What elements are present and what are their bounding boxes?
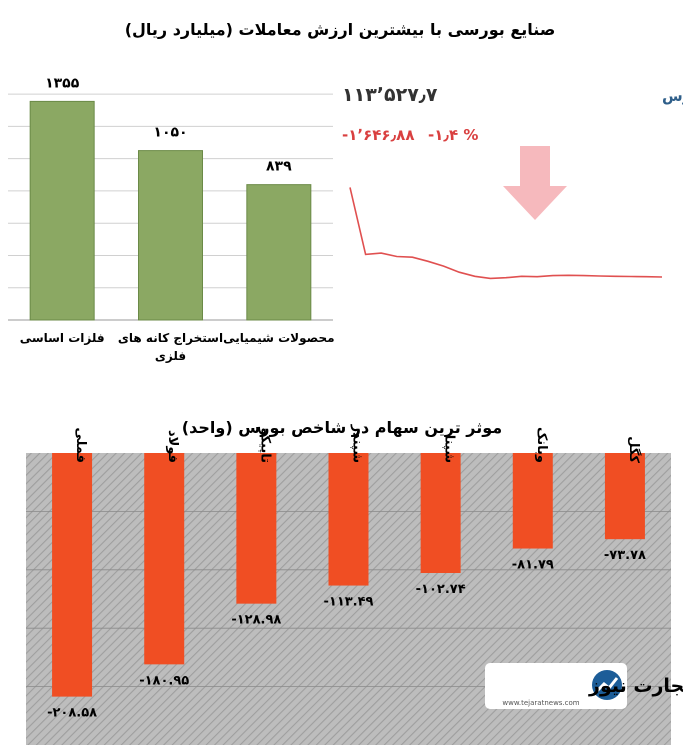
chart3-value-label: -۱۱۳.۴۹	[323, 595, 373, 610]
logo-name: تجارت نیوز	[588, 675, 683, 697]
chart1-value-label: ۸۳۹	[266, 159, 292, 175]
chart3-category-label: فولاد	[165, 430, 180, 463]
chart3-value-label: -۱۰۲.۷۴	[416, 582, 466, 597]
chart1-bar	[246, 184, 312, 321]
index-line	[349, 187, 663, 280]
chart3-category-label: شپنا	[442, 435, 457, 463]
chart3-bar	[236, 453, 277, 604]
index-title: کل بورس	[662, 87, 683, 105]
chart1-category-label: فلزی	[155, 349, 186, 363]
logo-url: www.tejaratnews.com	[502, 699, 579, 707]
chart1-bar	[138, 150, 203, 321]
chart3-category-label: وبانک	[534, 427, 549, 463]
chart1-category-label: استخراج کانه های	[118, 331, 223, 345]
chart1-value-label: ۱۳۵۵	[45, 75, 80, 91]
index-change-percent: -۱٫۴ %	[428, 126, 478, 144]
chart3-value-label: -۷۳.۷۸	[604, 548, 646, 563]
tejarat-news-logo: تجارت نیوز www.tejaratnews.com	[485, 663, 683, 709]
chart3-bars: فملی -۲۰۸.۵۸ فولاد -۱۸۰.۹۵ تاپیکو -۱۲۸.۹۸ شپند…	[47, 424, 646, 721]
chart3-value-label: -۸۱.۷۹	[512, 558, 554, 573]
chart3-bar	[512, 453, 553, 549]
chart1-bar	[29, 100, 95, 321]
chart3-category-label: کگل	[626, 436, 642, 463]
index-value: ۱۱۳٬۵۲۷٫۷	[342, 84, 438, 106]
chart3-bar	[52, 453, 93, 697]
chart1-category-label: محصولات شیمیایی	[223, 331, 334, 346]
chart3-bar	[144, 453, 185, 665]
chart1-value-label: ۱۰۵۰	[153, 125, 187, 141]
chart1-bars: ۱۳۵۵ فلزات اساسی ۱۰۵۰ استخراج کانه های فلزی ۸…	[20, 75, 335, 363]
chart3-bar	[420, 453, 461, 574]
chart3-category-label: تاپیکو	[257, 426, 272, 463]
chart3-bar	[604, 453, 645, 540]
index-change-value: -۱٬۶۴۶٫۸۸	[342, 126, 414, 144]
chart3-value-label: -۱۸۰.۹۵	[139, 673, 189, 688]
chart1-category-label: فلزات اساسی	[20, 331, 105, 345]
chart3-value-label: -۲۰۸.۵۸	[47, 706, 97, 721]
down-arrow-icon	[503, 146, 567, 220]
chart1-title: صنایع بورسی با بیشترین ارزش معاملات (میل…	[125, 20, 556, 39]
chart3-category-label: شپندر	[350, 424, 365, 463]
chart3-category-label: فملی	[73, 427, 88, 463]
chart3-title: موثر ترین سهام در شاخص بورس (واحد)	[182, 418, 502, 437]
chart3-bar	[328, 453, 369, 586]
chart3-value-label: -۱۲۸.۹۸	[231, 613, 281, 628]
